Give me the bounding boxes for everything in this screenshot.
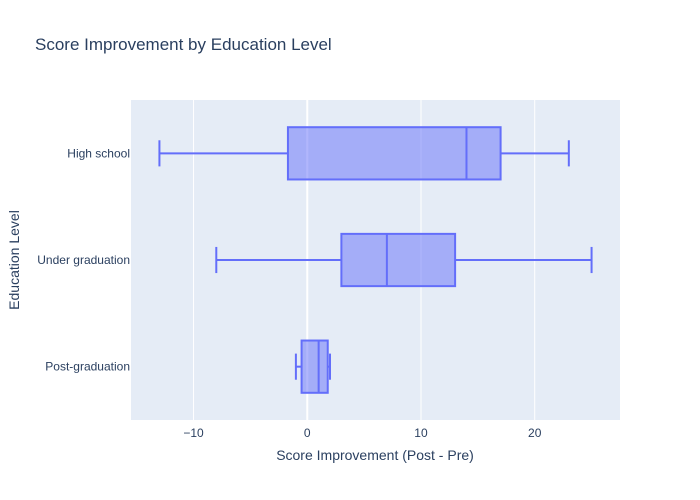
x-tick-label: 10 bbox=[414, 426, 428, 440]
chart-title: Score Improvement by Education Level bbox=[35, 35, 332, 54]
y-tick-label: Under graduation bbox=[37, 253, 130, 267]
x-axis-title: Score Improvement (Post - Pre) bbox=[276, 447, 474, 463]
box-under-graduation bbox=[215, 232, 593, 288]
x-tick-label: −10 bbox=[183, 426, 204, 440]
boxes bbox=[158, 126, 593, 394]
x-tick-label: 0 bbox=[304, 426, 311, 440]
box-high-school bbox=[158, 126, 570, 181]
box-post-graduation bbox=[294, 339, 332, 394]
y-axis-ticks: High school Under graduation Post-graduati… bbox=[37, 146, 130, 373]
y-tick-label: Post-graduation bbox=[45, 360, 130, 374]
iqr-box bbox=[300, 339, 329, 394]
y-axis-title: Education Level bbox=[6, 210, 22, 310]
iqr-box bbox=[286, 126, 502, 181]
iqr-box bbox=[340, 232, 457, 288]
x-tick-label: 20 bbox=[528, 426, 542, 440]
x-axis-ticks: −10 0 10 20 bbox=[183, 426, 541, 440]
y-tick-label: High school bbox=[67, 146, 130, 160]
